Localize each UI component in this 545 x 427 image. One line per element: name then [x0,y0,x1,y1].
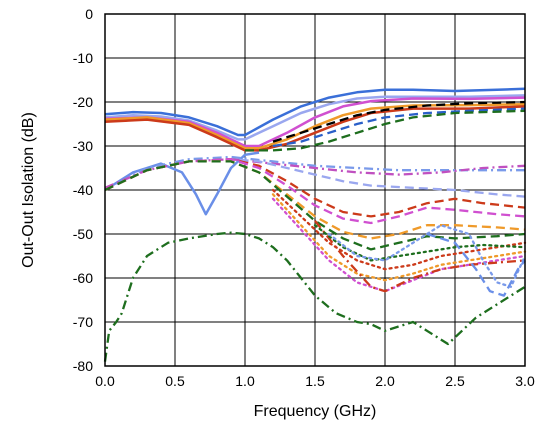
y-tick-label: -50 [73,226,93,242]
x-tick-label: 1.5 [305,373,325,389]
x-tick-label: 3.0 [515,373,535,389]
y-tick-label: -30 [73,138,93,154]
series-line-7 [272,107,526,148]
series-line-8 [245,109,526,152]
y-tick-label: -20 [73,94,93,110]
y-tick-label: 0 [85,6,93,22]
series-line-14 [104,158,526,225]
series-line-20 [314,220,526,293]
series-line-21 [313,224,527,262]
series-line-13 [104,158,526,218]
x-tick-label: 0.0 [95,373,115,389]
x-tick-labels: 0.0 0.5 1.0 1.5 2.0 2.5 3.0 [95,373,535,389]
y-tick-label: -80 [73,358,93,374]
series-line-11 [104,158,526,189]
series-group [103,87,527,362]
x-tick-label: 1.0 [235,373,255,389]
x-axis-title: Frequency (GHz) [254,403,377,420]
series-line-6 [272,100,526,143]
series-line-4 [104,102,526,150]
series-line-9 [104,151,260,216]
plot-frame [104,13,526,367]
series-line-23 [426,232,526,297]
series-line-22 [327,224,527,288]
series-line-17 [271,188,527,271]
y-tick-label: -10 [73,50,93,66]
series-line-2 [104,94,526,141]
y-axis-title: Out-Out Isolation (dB) [20,112,37,268]
y-tick-labels: 0 -10 -20 -30 -40 -50 -60 -70 -80 [73,6,93,374]
series-line-1 [104,87,526,137]
series-line-16 [104,160,526,251]
y-tick-label: -70 [73,314,93,330]
series-line-3 [104,96,526,148]
x-tick-label: 2.0 [375,373,395,389]
x-tick-label: 0.5 [165,373,185,389]
y-tick-label: -40 [73,182,93,198]
x-tick-label: 2.5 [445,373,465,389]
y-tick-label: -60 [73,270,93,286]
